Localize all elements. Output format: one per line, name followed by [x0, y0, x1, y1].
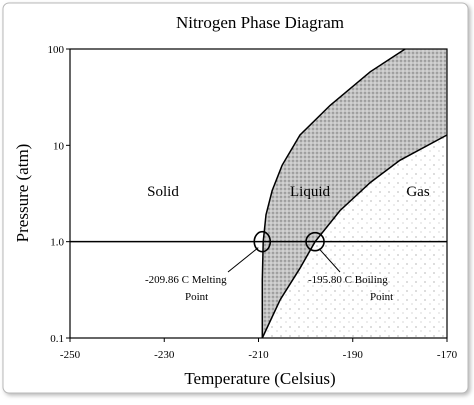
- y-tick-label: 100: [48, 44, 65, 56]
- x-axis-label: Temperature (Celsius): [184, 369, 335, 388]
- leader-line: [227, 247, 259, 273]
- region-label: Gas: [406, 184, 429, 200]
- liquid-region: [262, 49, 447, 338]
- annotation-text: -195.80 C Boiling: [308, 274, 388, 286]
- annotation-text: Point: [370, 291, 393, 303]
- point-marker: [253, 230, 272, 253]
- x-tick-label: -190: [343, 349, 364, 361]
- point-marker: [305, 231, 325, 252]
- gas-region: [262, 135, 447, 338]
- region-label: Solid: [147, 184, 179, 200]
- x-tick-label: -170: [437, 349, 458, 361]
- leader-line: [318, 248, 341, 273]
- y-tick-label: 10: [53, 140, 65, 152]
- annotation-text: -209.86 C Melting: [145, 274, 227, 286]
- plot: 0.1 1.0 10 100 -250 -230 -210 -190 -170 Solid Liqu…: [48, 44, 458, 361]
- region-label: Liquid: [290, 184, 330, 200]
- regions: [262, 49, 447, 338]
- phase-curve: [261, 48, 406, 338]
- annotation-text: Point: [185, 291, 208, 303]
- y-tick-label: 1.0: [50, 237, 64, 249]
- x-tick-label: -250: [60, 349, 81, 361]
- x-tick-label: -230: [154, 349, 175, 361]
- x-tick-label: -210: [248, 349, 269, 361]
- chart-title: Nitrogen Phase Diagram: [176, 13, 344, 32]
- y-axis-label: Pressure (atm): [13, 144, 32, 243]
- y-tick-label: 0.1: [50, 333, 64, 345]
- phase-curve: [261, 134, 448, 339]
